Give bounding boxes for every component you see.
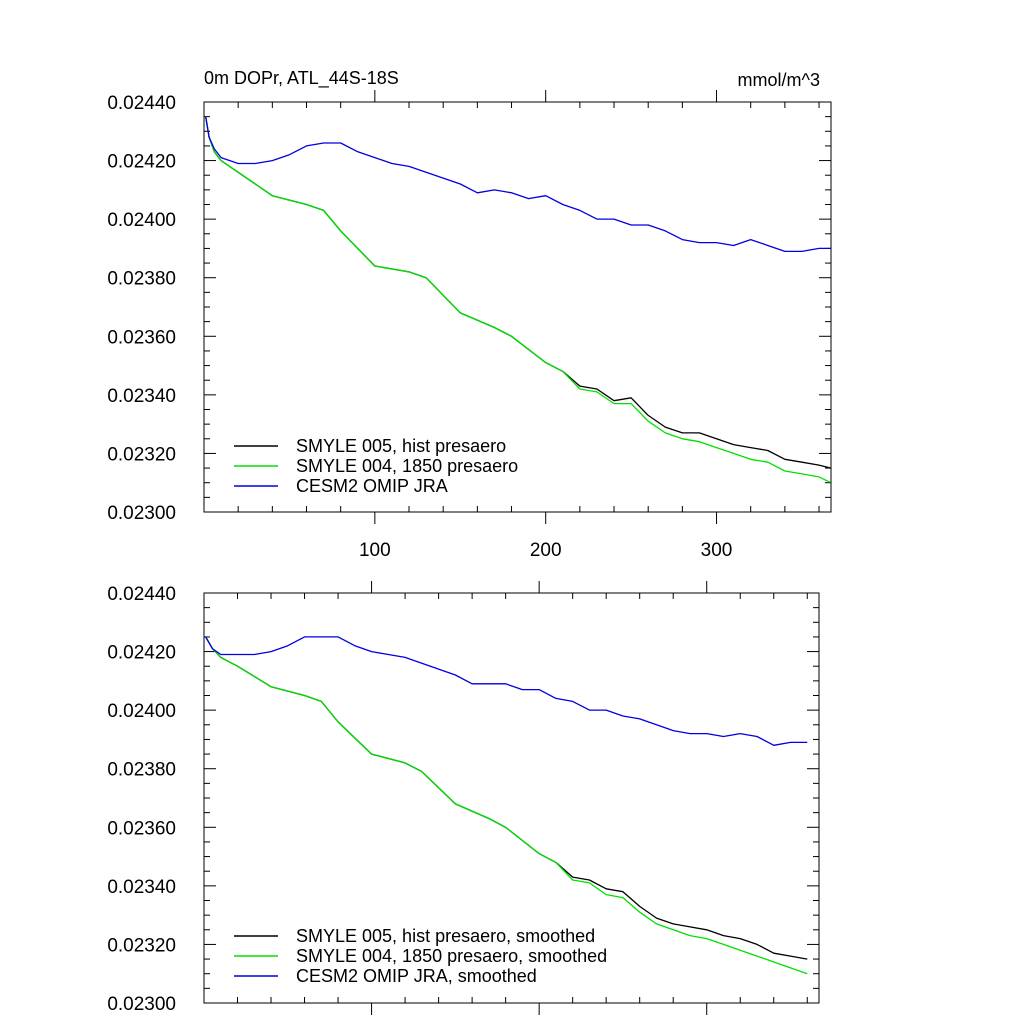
p0-y-tick-label: 0.02380 [107,269,176,290]
p0-y-tick-label: 0.02360 [107,327,176,348]
p1-legend-label-2: CESM2 OMIP JRA, smoothed [296,966,537,986]
bottom-panel: 0.02300 0.02320 0.02340 0.02360 0.02380 0.024… [107,581,820,1015]
p0-y-tick-label: 0.02420 [107,152,176,173]
p1-y-tick-label: 0.02340 [107,877,176,898]
p0-series-line-1 [205,116,832,484]
p1-y-tick-label: 0.02320 [107,935,176,956]
p0-x-tick-label: 200 [530,540,562,561]
p1-y-tick-label: 0.02420 [107,643,176,664]
p0-y-tick-label: 0.02400 [107,210,176,231]
p1-y-tick-label: 0.02400 [107,701,176,722]
chart-title: 0m DOPr, ATL_44S-18S [204,68,399,89]
p0-series-line-2 [205,116,831,253]
p0-y-tick-label: 0.02300 [107,503,176,524]
p0-legend-label-1: SMYLE 004, 1850 presaero [296,456,518,476]
p1-y-tick-label: 0.02440 [107,584,176,605]
p0-y-tick-label: 0.02440 [107,93,176,114]
p1-series-line-1 [205,636,808,975]
p1-legend-label-0: SMYLE 005, hist presaero, smoothed [296,926,595,946]
chart-units: mmol/m^3 [738,70,820,90]
p1-legend-label-1: SMYLE 004, 1850 presaero, smoothed [296,946,607,966]
p0-legend-label-2: CESM2 OMIP JRA [296,476,448,496]
p1-series-line-2 [205,636,808,746]
p1-y-tick-label: 0.02380 [107,760,176,781]
p0-x-tick-label: 100 [359,540,391,561]
p1-plot-frame [203,592,820,1004]
p1-y-tick-label: 0.02360 [107,818,176,839]
top-panel: 0.02300 0.02320 0.02340 0.02360 0.02380 0.024… [107,90,832,561]
p0-y-tick-label: 0.02340 [107,386,176,407]
p0-legend-label-0: SMYLE 005, hist presaero [296,436,506,456]
p0-plot-frame [203,101,832,513]
p0-x-tick-label: 300 [701,540,733,561]
p0-y-tick-label: 0.02320 [107,444,176,465]
p1-y-tick-label: 0.02300 [107,994,176,1015]
